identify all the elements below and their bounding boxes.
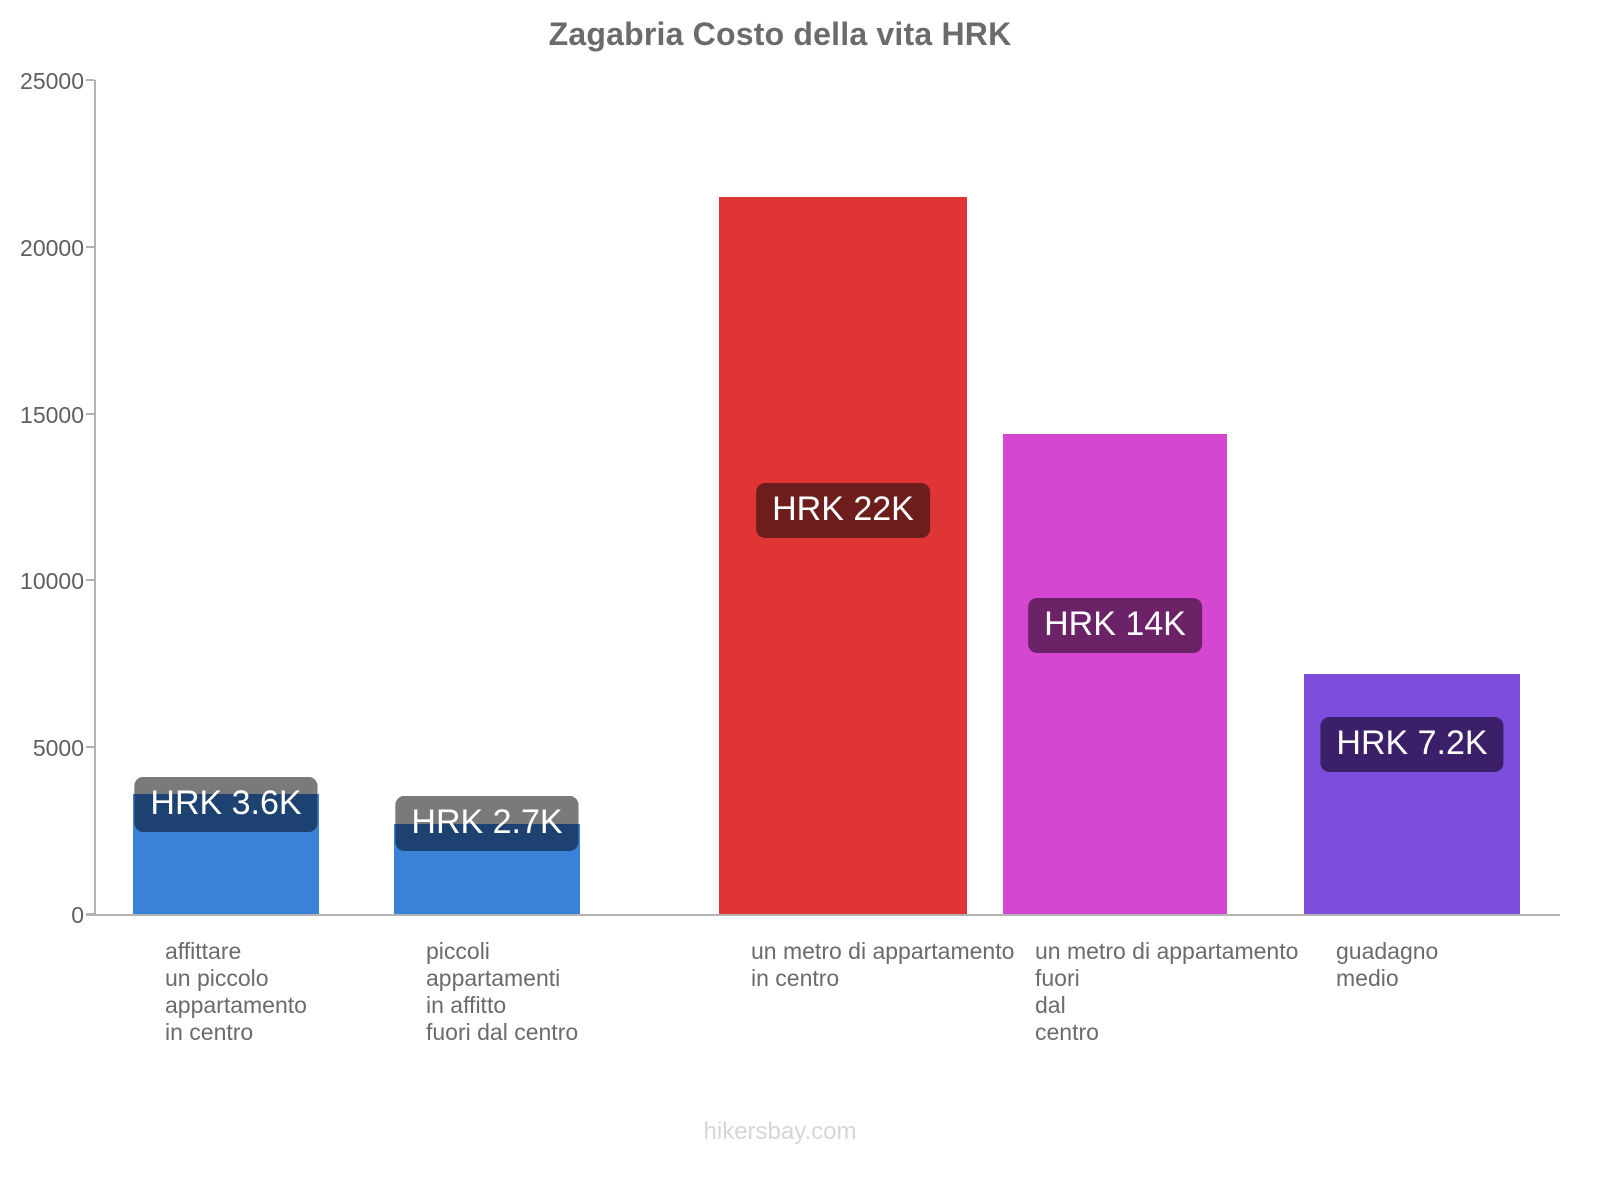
y-axis-tick-mark <box>86 746 94 749</box>
y-axis-tick-label: 5000 <box>32 735 84 762</box>
x-axis-category-label: guadagno medio <box>1336 938 1439 991</box>
bar-value-badge: HRK 22K <box>756 483 930 538</box>
footer-credit: hikersbay.com <box>703 1118 857 1145</box>
bar-value-badge: HRK 3.6K <box>134 776 318 832</box>
x-axis-line <box>86 914 1560 916</box>
x-axis-category-label: piccoli appartamenti in affitto fuori da… <box>426 938 579 1045</box>
bar[interactable] <box>719 196 967 914</box>
bar-value-label: HRK 2.7K <box>411 802 563 841</box>
y-axis-tick-label: 15000 <box>20 401 84 428</box>
badge-overhang <box>134 776 318 794</box>
y-axis-tick-label: 0 <box>71 902 84 928</box>
bar-value-label: HRK 7.2K <box>1336 724 1488 762</box>
bar-value-badge: HRK 7.2K <box>1320 717 1504 772</box>
y-axis-tick-label: 20000 <box>20 234 84 261</box>
bar-value-label: HRK 22K <box>772 490 914 528</box>
y-axis-tick-mark <box>86 579 94 582</box>
bar-value-label: HRK 3.6K <box>150 783 302 822</box>
y-axis-line <box>94 80 96 914</box>
bar[interactable] <box>1304 673 1520 914</box>
y-axis-tick-label: 25000 <box>20 68 84 94</box>
y-axis-tick-mark <box>86 245 94 248</box>
bar-value-label: HRK 14K <box>1044 605 1186 643</box>
plot-area: HRK 3.6K HRK 2.7K HRK 22K HRK 14K HRK 7.2K <box>86 80 1560 916</box>
bar-value-badge: HRK 2.7K <box>395 795 579 851</box>
y-axis-tick-mark <box>86 412 94 415</box>
bar[interactable] <box>1003 433 1227 914</box>
badge-overhang <box>395 795 579 824</box>
chart-title: Zagabria Costo della vita HRK <box>548 16 1012 52</box>
y-axis-tick-mark <box>86 79 94 81</box>
x-axis-category-label: affittare un piccolo appartamento in cen… <box>165 938 307 1045</box>
y-axis-tick-label: 10000 <box>20 568 84 595</box>
x-axis-category-label: un metro di appartamento fuori dal centr… <box>1035 938 1299 1045</box>
bar-value-badge: HRK 14K <box>1028 598 1202 653</box>
x-axis-category-label: un metro di appartamento in centro <box>751 938 1015 991</box>
